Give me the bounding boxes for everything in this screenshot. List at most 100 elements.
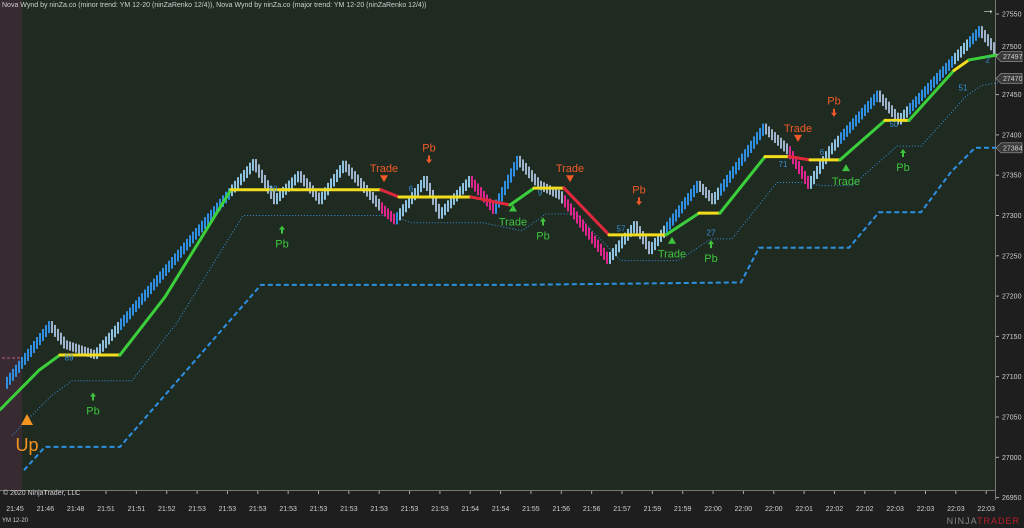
pullback-down-arrow-icon bbox=[426, 155, 432, 164]
time-axis[interactable] bbox=[0, 490, 995, 528]
pullback-up-arrow-icon bbox=[540, 217, 546, 226]
renko-bar bbox=[276, 193, 278, 205]
renko-bar bbox=[636, 221, 638, 235]
count-label: 20 bbox=[269, 184, 278, 193]
renko-bar bbox=[663, 225, 665, 238]
renko-bar bbox=[471, 176, 473, 188]
pullback-label: Pb bbox=[632, 184, 645, 196]
renko-bar bbox=[429, 182, 431, 198]
renko-bar bbox=[447, 200, 449, 212]
renko-bar bbox=[834, 139, 836, 151]
renko-bar bbox=[744, 149, 746, 162]
renko-bar bbox=[342, 160, 344, 174]
renko-bar bbox=[510, 168, 512, 183]
trade-label: Trade bbox=[556, 163, 584, 175]
renko-bar bbox=[906, 106, 908, 118]
renko-bar bbox=[633, 221, 635, 234]
renko-bar bbox=[168, 260, 170, 273]
renko-bar bbox=[363, 181, 365, 194]
renko-bar bbox=[288, 180, 290, 192]
renko-bar bbox=[258, 164, 260, 178]
renko-bar bbox=[600, 243, 602, 256]
trade-long-triangle-icon bbox=[668, 236, 676, 244]
signal-count: 6 bbox=[409, 184, 414, 193]
renko-bar bbox=[690, 189, 692, 202]
renko-bar bbox=[780, 137, 782, 149]
x-tick-label: 21:54 bbox=[492, 506, 510, 513]
renko-bar bbox=[804, 170, 806, 184]
arrow-right-icon[interactable]: → bbox=[981, 1, 995, 17]
y-tick-label: 26950 bbox=[1002, 495, 1022, 502]
renko-bar bbox=[171, 257, 173, 269]
renko-bar bbox=[684, 197, 686, 210]
x-tick-label: 21:45 bbox=[6, 506, 24, 513]
renko-bar bbox=[732, 166, 734, 179]
renko-bar bbox=[426, 176, 428, 191]
renko-bar bbox=[921, 89, 923, 102]
renko-bar bbox=[330, 178, 332, 191]
renko-bar bbox=[441, 207, 443, 219]
x-tick-label: 21:53 bbox=[249, 506, 267, 513]
signal-pullback-long: Pb bbox=[275, 225, 289, 251]
renko-bar bbox=[48, 321, 50, 334]
renko-bar bbox=[15, 364, 17, 377]
chart-plot-area[interactable] bbox=[0, 0, 995, 490]
renko-bar bbox=[702, 183, 704, 196]
renko-bar bbox=[132, 303, 134, 316]
renko-bar bbox=[822, 156, 824, 170]
renko-bar bbox=[606, 251, 608, 264]
renko-bar bbox=[594, 235, 596, 248]
renko-bar bbox=[69, 341, 71, 351]
renko-bar bbox=[762, 123, 764, 136]
x-tick-label: 22:00 bbox=[704, 506, 722, 513]
x-tick-label: 22:03 bbox=[917, 506, 935, 513]
renko-bar bbox=[666, 221, 668, 234]
renko-bar bbox=[528, 166, 530, 179]
renko-bar bbox=[951, 56, 953, 68]
minor-trend-segment bbox=[664, 211, 701, 237]
x-tick-label: 21:53 bbox=[310, 506, 328, 513]
renko-bar bbox=[75, 343, 77, 353]
renko-bar bbox=[435, 196, 437, 212]
renko-bar bbox=[939, 69, 941, 81]
renko-bar bbox=[459, 186, 461, 198]
renko-bar bbox=[207, 213, 209, 226]
renko-bar bbox=[537, 177, 539, 189]
renko-bar bbox=[504, 180, 506, 196]
renko-bar bbox=[525, 162, 527, 175]
x-tick-label: 22:03 bbox=[977, 506, 995, 513]
renko-bar bbox=[669, 217, 671, 230]
renko-bar bbox=[714, 191, 716, 205]
renko-bar bbox=[54, 324, 56, 337]
renko-bar bbox=[561, 191, 563, 204]
y-tick-label: 27450 bbox=[1002, 92, 1022, 99]
renko-bar bbox=[717, 187, 719, 200]
renko-bar bbox=[111, 329, 113, 341]
y-tick-label: 27150 bbox=[1002, 334, 1022, 341]
renko-bar bbox=[756, 132, 758, 145]
renko-bar bbox=[6, 376, 8, 389]
signal-pullback-long: Pb bbox=[86, 392, 100, 417]
count-label: 50 bbox=[890, 120, 899, 129]
price-tag bbox=[995, 142, 1023, 154]
renko-bar bbox=[216, 202, 218, 215]
renko-bar bbox=[840, 132, 842, 144]
renko-bar bbox=[588, 227, 590, 240]
renko-bar bbox=[696, 180, 698, 193]
renko-bar bbox=[582, 219, 584, 232]
x-tick-label: 21:51 bbox=[128, 506, 146, 513]
renko-bar bbox=[618, 240, 620, 253]
renko-bar bbox=[417, 184, 419, 197]
minor-trend-segment bbox=[787, 155, 812, 162]
renko-bar bbox=[102, 340, 104, 352]
renko-bar bbox=[423, 176, 425, 189]
renko-bar bbox=[300, 171, 302, 183]
renko-bar bbox=[495, 199, 497, 214]
renko-bar bbox=[771, 129, 773, 141]
renko-bar bbox=[852, 118, 854, 130]
renko-bar bbox=[534, 173, 536, 186]
renko-bar bbox=[129, 307, 131, 320]
renko-bar bbox=[39, 333, 41, 346]
trade-label: Trade bbox=[658, 249, 686, 261]
renko-bar bbox=[501, 187, 503, 202]
